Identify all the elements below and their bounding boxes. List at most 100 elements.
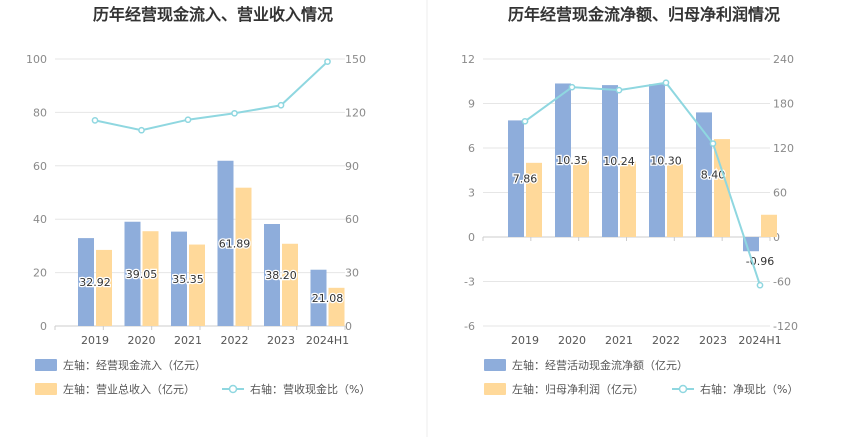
c1-x-axis-tick-label: 2021 — [174, 334, 202, 347]
c1-bar-data-label: 61.89 — [219, 237, 251, 250]
c2-ratio-line-point[interactable] — [756, 281, 764, 289]
c1-left-axis-tick: 40 — [33, 213, 47, 226]
c1-x-axis-tick-label: 2023 — [267, 334, 295, 347]
c1-legend-swatch[interactable] — [35, 383, 57, 395]
c2-bar-data-label: 8.40 — [701, 169, 726, 182]
c2-x-axis-tick-label: 2024H1 — [738, 334, 781, 347]
c1-legend-label[interactable]: 左轴：营业总收入（亿元） — [63, 382, 195, 396]
c2-right-axis-tick: 60 — [773, 187, 787, 200]
c1-right-axis-tick: 120 — [345, 106, 366, 119]
c1-ratio-line-point[interactable] — [231, 109, 238, 117]
c2-bar-primary[interactable] — [649, 84, 665, 237]
c1-bar-primary[interactable] — [124, 221, 141, 326]
c1-chart-title: 历年经营现金流入、营业收入情况 — [93, 5, 333, 24]
c2-ratio-line-point[interactable] — [615, 86, 623, 94]
c2-legend-line-marker — [678, 384, 688, 394]
c2-ratio-line-point[interactable] — [521, 117, 529, 125]
c1-left-axis-tick: 0 — [40, 320, 47, 333]
c2-right-axis-tick: 180 — [773, 98, 794, 111]
c2-left-axis-tick: 3 — [468, 187, 475, 200]
c1-ratio-line-point[interactable] — [91, 117, 99, 124]
c2-bar-primary[interactable] — [555, 83, 571, 237]
c1-bar-primary[interactable] — [310, 269, 327, 326]
c2-left-axis-tick: -3 — [464, 276, 475, 289]
c2-bar-data-label: 10.30 — [650, 155, 682, 168]
c2-left-axis-tick: 6 — [468, 142, 475, 155]
c1-left-axis-tick: 80 — [33, 106, 47, 119]
c1-x-axis-tick-label: 2022 — [221, 334, 249, 347]
c2-chart-title: 历年经营现金流净额、归母净利润情况 — [508, 5, 780, 24]
c1-bar-data-label: 32.92 — [79, 276, 111, 289]
c1-ratio-line-point[interactable] — [138, 126, 145, 134]
c2-left-axis-tick: 12 — [461, 53, 475, 66]
c1-right-axis-tick: 30 — [345, 267, 359, 280]
c1-left-axis-tick: 60 — [33, 160, 47, 173]
c2-bar-secondary[interactable] — [667, 164, 683, 237]
c1-left-axis-tick: 100 — [26, 53, 47, 66]
c2-ratio-line-point[interactable] — [662, 79, 670, 87]
c1-bar-data-label: 21.08 — [312, 292, 344, 305]
c2-x-axis-tick-label: 2021 — [605, 334, 633, 347]
c2-legend-swatch[interactable] — [484, 383, 506, 395]
c1-right-axis-tick: 60 — [345, 213, 359, 226]
c2-bar-primary[interactable] — [508, 120, 524, 237]
c1-ratio-line-point[interactable] — [277, 101, 285, 109]
c2-bar-secondary[interactable] — [526, 162, 542, 237]
c1-bar-data-label: 38.20 — [265, 269, 297, 282]
c2-bar-secondary[interactable] — [573, 161, 589, 237]
c2-x-axis-tick-label: 2020 — [558, 334, 586, 347]
c1-ratio-line-point[interactable] — [184, 116, 192, 124]
c2-bar-primary[interactable] — [602, 85, 618, 238]
c2-left-axis-tick: -6 — [464, 320, 475, 333]
c1-bar-primary[interactable] — [78, 238, 94, 326]
c2-right-axis-tick: 120 — [773, 142, 794, 155]
c1-bar-secondary[interactable] — [328, 287, 345, 326]
c1-x-axis-tick-label: 2020 — [128, 334, 156, 347]
c1-bar-primary[interactable] — [217, 160, 234, 326]
c2-ratio-line — [524, 81, 761, 286]
c2-legend-label[interactable]: 右轴：净现比（%） — [700, 382, 798, 396]
c2-right-axis-tick: -120 — [773, 320, 798, 333]
c1-ratio-line-point[interactable] — [324, 58, 331, 66]
c1-right-axis-tick: 90 — [345, 160, 359, 173]
c2-bar-secondary[interactable] — [620, 161, 636, 237]
c1-left-axis-tick: 20 — [33, 267, 47, 280]
c1-bar-primary[interactable] — [264, 224, 280, 326]
c1-legend-label[interactable]: 左轴：经营现金流入（亿元） — [63, 358, 206, 372]
c1-legend-line-marker — [228, 384, 238, 394]
c2-bar-data-label: 10.35 — [556, 154, 588, 167]
c1-legend-swatch[interactable] — [35, 359, 57, 371]
c1-bar-secondary[interactable] — [189, 244, 205, 326]
c2-right-axis-tick: -60 — [773, 276, 791, 289]
c1-x-axis-tick-label: 2019 — [81, 334, 109, 347]
c2-bar-secondary[interactable] — [714, 139, 730, 237]
c2-x-axis-tick-label: 2022 — [652, 334, 680, 347]
c1-bar-data-label: 39.05 — [126, 268, 158, 281]
c2-ratio-line-point[interactable] — [709, 140, 717, 147]
c2-left-axis-tick: 0 — [468, 231, 475, 244]
c2-legend-swatch[interactable] — [484, 359, 506, 371]
c1-bar-primary[interactable] — [171, 231, 187, 326]
c2-ratio-line-point[interactable] — [568, 83, 576, 91]
c1-legend-label[interactable]: 右轴：营收现金比（%） — [250, 382, 370, 396]
c2-bar-secondary[interactable] — [761, 214, 777, 237]
c2-left-axis-tick: 9 — [468, 98, 475, 111]
c1-bar-secondary[interactable] — [142, 231, 159, 326]
c2-x-axis-tick-label: 2019 — [511, 334, 539, 347]
c2-bar-data-label: 7.86 — [513, 173, 538, 186]
c1-bar-secondary[interactable] — [235, 187, 252, 326]
c2-legend-label[interactable]: 左轴：归母净利润（亿元） — [512, 382, 644, 396]
c2-right-axis-tick: 0 — [773, 231, 780, 244]
c2-bar-data-label: 10.24 — [603, 155, 635, 168]
c2-legend-label[interactable]: 左轴：经营活动现金流净额（亿元） — [512, 358, 688, 372]
c2-bar-primary[interactable] — [696, 112, 712, 237]
c1-bar-secondary[interactable] — [96, 249, 112, 326]
c1-ratio-line — [94, 60, 329, 132]
c2-right-axis-tick: 240 — [773, 53, 794, 66]
c1-bar-secondary[interactable] — [282, 243, 298, 326]
c1-x-axis-tick-label: 2024H1 — [306, 334, 349, 347]
c1-bar-data-label: 35.35 — [172, 273, 204, 286]
c1-right-axis-tick: 150 — [345, 53, 366, 66]
